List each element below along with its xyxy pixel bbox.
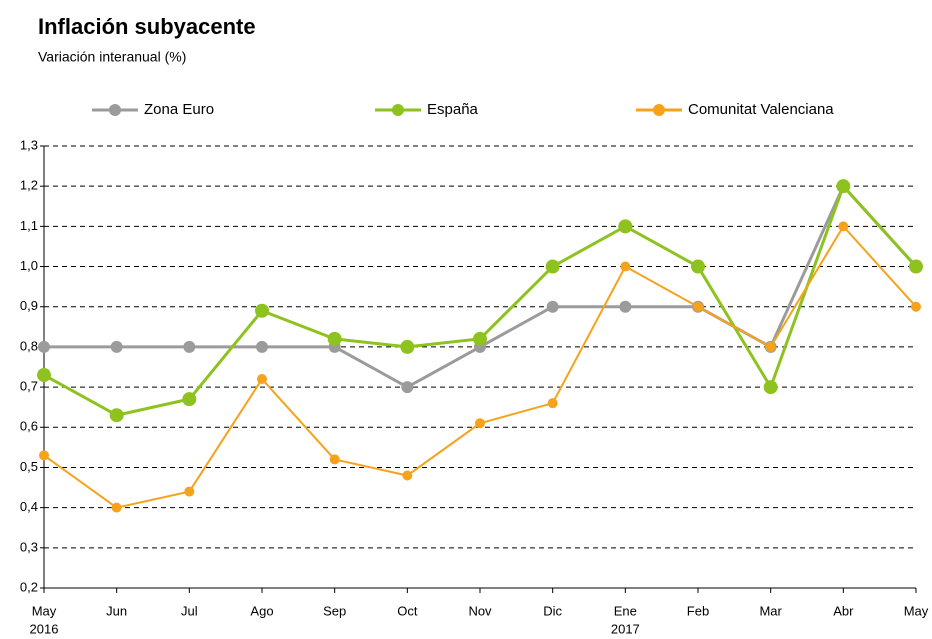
y-tick-label: 0,5 [20, 459, 38, 474]
data-point [255, 303, 269, 318]
data-point [475, 418, 485, 429]
x-tick-label: Ago [250, 603, 273, 618]
legend-marker [653, 104, 665, 116]
y-tick-label: 0,3 [20, 539, 38, 554]
x-tick-sublabel: 2017 [611, 621, 640, 636]
y-tick-label: 1,2 [20, 178, 38, 193]
x-tick-label: Feb [687, 603, 709, 618]
legend-label: Zona Euro [144, 101, 214, 118]
chart-subtitle: Variación interanual (%) [38, 49, 186, 65]
data-point [836, 179, 851, 194]
legend-marker [392, 104, 404, 116]
data-point [109, 408, 124, 423]
x-tick-label: Ene [614, 603, 637, 618]
data-point [473, 331, 487, 346]
data-point [618, 219, 633, 234]
x-tick-label: Abr [833, 603, 854, 618]
legend-marker [109, 104, 121, 116]
data-point [327, 331, 342, 346]
legend-label: España [427, 101, 479, 118]
data-point [37, 368, 51, 383]
data-point [838, 221, 849, 232]
x-tick-label: Mar [759, 603, 782, 618]
data-point [909, 259, 923, 274]
data-point [545, 259, 560, 274]
data-point [619, 300, 632, 313]
data-point [547, 398, 558, 409]
x-tick-label: Jun [106, 603, 127, 618]
series-line [44, 183, 918, 389]
data-point [183, 340, 196, 353]
data-point [38, 340, 50, 353]
y-tick-label: 1,1 [20, 218, 38, 233]
x-tick-label: Dic [543, 603, 562, 618]
x-tick-label: May [904, 603, 929, 618]
data-point [39, 450, 49, 461]
data-point [763, 380, 778, 395]
y-tick-label: 0,8 [20, 338, 38, 353]
data-point [693, 301, 703, 312]
y-tick-label: 0,6 [20, 419, 38, 434]
data-point [111, 502, 122, 513]
data-point [184, 486, 195, 497]
y-tick-label: 0,9 [20, 298, 38, 313]
x-tick-label: Jul [181, 603, 198, 618]
data-point [329, 454, 340, 465]
data-point [402, 470, 413, 481]
data-point [401, 381, 414, 394]
data-point [691, 259, 705, 274]
data-point [765, 341, 776, 352]
x-tick-label: Sep [323, 603, 346, 618]
data-point [182, 392, 197, 407]
data-point [546, 300, 559, 313]
y-tick-label: 1,3 [20, 137, 38, 152]
x-tick-label: Oct [397, 603, 418, 618]
data-point [620, 261, 631, 272]
data-point [257, 374, 267, 385]
x-tick-sublabel: 2016 [30, 621, 59, 636]
x-tick-label: Nov [468, 603, 492, 618]
data-point [110, 340, 123, 353]
chart-title: Inflación subyacente [38, 14, 256, 39]
series-line [43, 224, 917, 509]
x-tick-label: May [32, 603, 57, 618]
y-tick-label: 0,4 [20, 499, 38, 514]
data-point [256, 340, 268, 353]
y-tick-label: 0,2 [20, 579, 38, 594]
data-point [911, 301, 921, 312]
y-tick-label: 1,0 [20, 258, 38, 273]
data-point [400, 339, 415, 354]
legend-label: Comunitat Valenciana [688, 101, 834, 118]
series-line [43, 183, 918, 417]
y-tick-label: 0,7 [20, 379, 38, 394]
